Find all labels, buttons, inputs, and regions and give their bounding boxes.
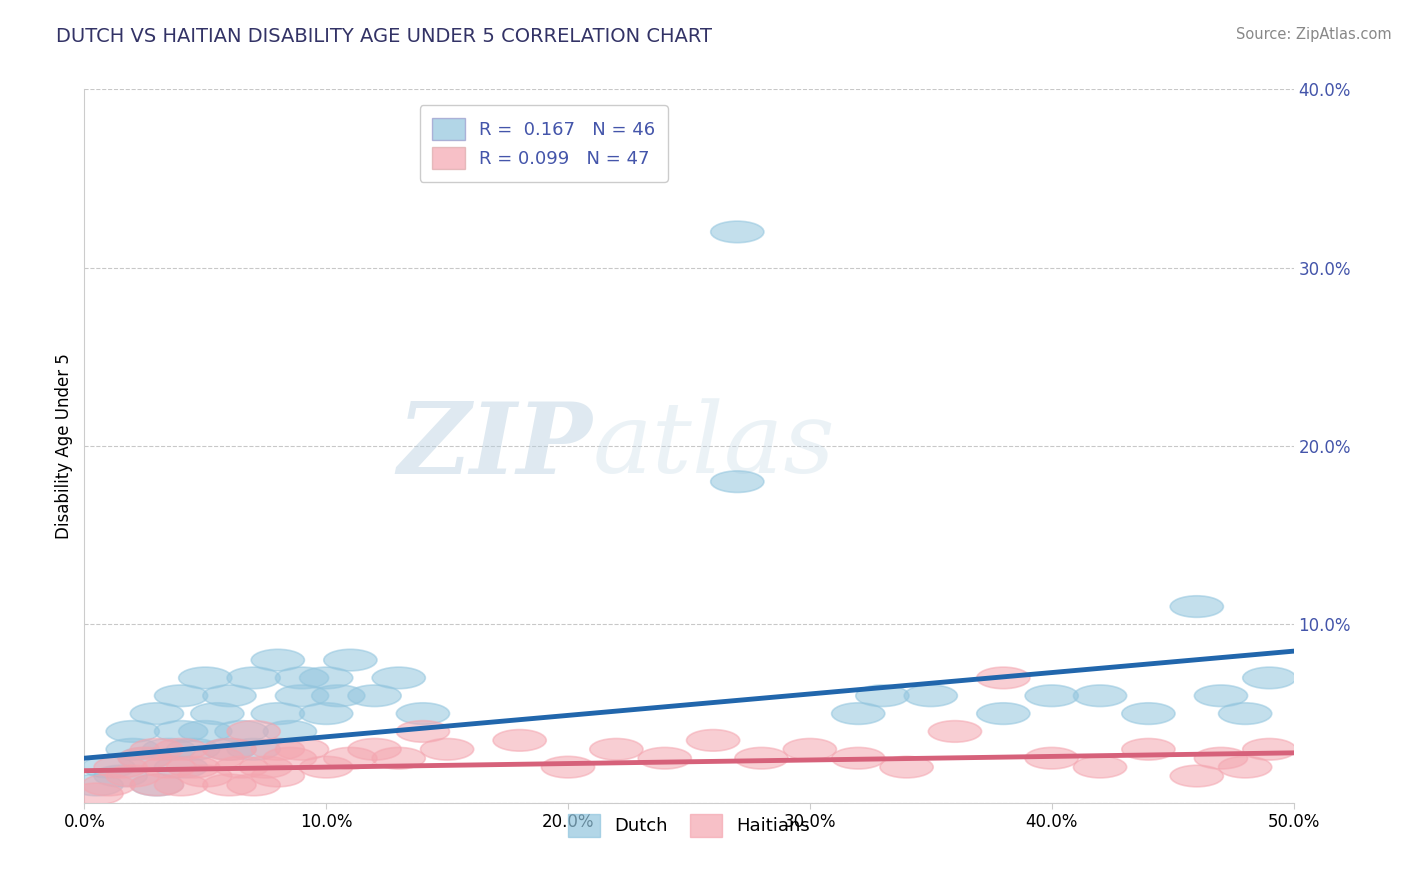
Ellipse shape xyxy=(155,739,208,760)
Ellipse shape xyxy=(299,756,353,778)
Ellipse shape xyxy=(252,765,305,787)
Ellipse shape xyxy=(215,756,269,778)
Ellipse shape xyxy=(396,703,450,724)
Ellipse shape xyxy=(783,739,837,760)
Ellipse shape xyxy=(155,721,208,742)
Ellipse shape xyxy=(252,739,305,760)
Ellipse shape xyxy=(142,756,195,778)
Ellipse shape xyxy=(202,685,256,706)
Legend: Dutch, Haitians: Dutch, Haitians xyxy=(561,807,817,844)
Ellipse shape xyxy=(191,703,245,724)
Ellipse shape xyxy=(880,756,934,778)
Text: ZIP: ZIP xyxy=(398,398,592,494)
Ellipse shape xyxy=(323,747,377,769)
Ellipse shape xyxy=(94,756,148,778)
Ellipse shape xyxy=(831,747,884,769)
Ellipse shape xyxy=(263,721,316,742)
Ellipse shape xyxy=(347,739,401,760)
Ellipse shape xyxy=(202,739,256,760)
Ellipse shape xyxy=(105,739,159,760)
Text: atlas: atlas xyxy=(592,399,835,493)
Ellipse shape xyxy=(179,667,232,689)
Ellipse shape xyxy=(155,685,208,706)
Ellipse shape xyxy=(252,649,305,671)
Ellipse shape xyxy=(239,756,292,778)
Ellipse shape xyxy=(686,730,740,751)
Ellipse shape xyxy=(1219,756,1272,778)
Y-axis label: Disability Age Under 5: Disability Age Under 5 xyxy=(55,353,73,539)
Ellipse shape xyxy=(1073,756,1126,778)
Ellipse shape xyxy=(105,765,159,787)
Ellipse shape xyxy=(1194,685,1247,706)
Ellipse shape xyxy=(70,783,124,805)
Ellipse shape xyxy=(142,739,195,760)
Ellipse shape xyxy=(904,685,957,706)
Ellipse shape xyxy=(118,747,172,769)
Ellipse shape xyxy=(166,739,219,760)
Ellipse shape xyxy=(191,747,245,769)
Ellipse shape xyxy=(155,756,208,778)
Ellipse shape xyxy=(638,747,692,769)
Ellipse shape xyxy=(179,721,232,742)
Ellipse shape xyxy=(226,721,280,742)
Ellipse shape xyxy=(105,721,159,742)
Ellipse shape xyxy=(276,739,329,760)
Ellipse shape xyxy=(1243,667,1296,689)
Ellipse shape xyxy=(131,774,184,796)
Ellipse shape xyxy=(70,774,124,796)
Ellipse shape xyxy=(312,685,366,706)
Ellipse shape xyxy=(226,739,280,760)
Ellipse shape xyxy=(215,721,269,742)
Ellipse shape xyxy=(226,774,280,796)
Ellipse shape xyxy=(299,667,353,689)
Ellipse shape xyxy=(226,667,280,689)
Ellipse shape xyxy=(94,765,148,787)
Ellipse shape xyxy=(1219,703,1272,724)
Ellipse shape xyxy=(131,774,184,796)
Ellipse shape xyxy=(856,685,910,706)
Ellipse shape xyxy=(977,703,1031,724)
Ellipse shape xyxy=(166,756,219,778)
Ellipse shape xyxy=(323,649,377,671)
Ellipse shape xyxy=(82,774,135,796)
Ellipse shape xyxy=(977,667,1031,689)
Ellipse shape xyxy=(276,667,329,689)
Ellipse shape xyxy=(928,721,981,742)
Ellipse shape xyxy=(494,730,547,751)
Ellipse shape xyxy=(276,685,329,706)
Text: DUTCH VS HAITIAN DISABILITY AGE UNDER 5 CORRELATION CHART: DUTCH VS HAITIAN DISABILITY AGE UNDER 5 … xyxy=(56,27,713,45)
Ellipse shape xyxy=(420,739,474,760)
Ellipse shape xyxy=(155,774,208,796)
Ellipse shape xyxy=(299,703,353,724)
Ellipse shape xyxy=(396,721,450,742)
Ellipse shape xyxy=(831,703,884,724)
Ellipse shape xyxy=(1073,685,1126,706)
Ellipse shape xyxy=(1122,703,1175,724)
Ellipse shape xyxy=(735,747,789,769)
Ellipse shape xyxy=(541,756,595,778)
Ellipse shape xyxy=(373,667,426,689)
Ellipse shape xyxy=(1025,685,1078,706)
Ellipse shape xyxy=(1025,747,1078,769)
Ellipse shape xyxy=(347,685,401,706)
Ellipse shape xyxy=(1170,596,1223,617)
Ellipse shape xyxy=(1243,739,1296,760)
Ellipse shape xyxy=(263,747,316,769)
Ellipse shape xyxy=(710,221,763,243)
Ellipse shape xyxy=(710,471,763,492)
Ellipse shape xyxy=(252,703,305,724)
Ellipse shape xyxy=(373,747,426,769)
Ellipse shape xyxy=(131,703,184,724)
Ellipse shape xyxy=(1170,765,1223,787)
Ellipse shape xyxy=(1122,739,1175,760)
Ellipse shape xyxy=(202,739,256,760)
Ellipse shape xyxy=(179,765,232,787)
Ellipse shape xyxy=(82,756,135,778)
Ellipse shape xyxy=(589,739,643,760)
Ellipse shape xyxy=(131,739,184,760)
Ellipse shape xyxy=(118,747,172,769)
Ellipse shape xyxy=(1194,747,1247,769)
Ellipse shape xyxy=(202,774,256,796)
Text: Source: ZipAtlas.com: Source: ZipAtlas.com xyxy=(1236,27,1392,42)
